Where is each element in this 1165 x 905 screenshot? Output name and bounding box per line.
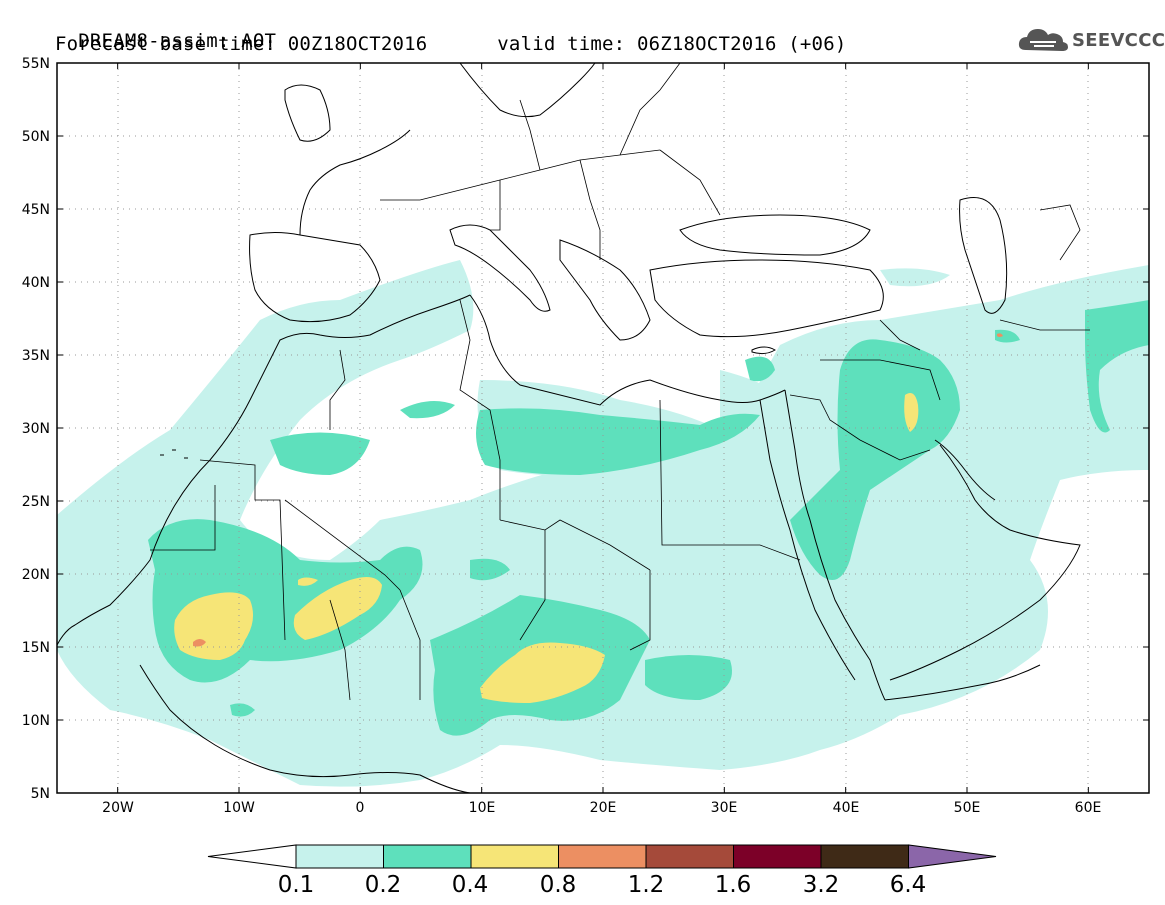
lon-tick-label: 10W xyxy=(223,800,255,816)
lon-tick-label: 20E xyxy=(590,800,617,816)
seevccc-logo: SEEVCCC xyxy=(1016,20,1165,60)
valid-time-value: 06Z18OCT2016 (+06) xyxy=(636,33,847,55)
lat-tick-label: 10N xyxy=(22,713,50,729)
colorbar-label: 1.6 xyxy=(714,872,752,898)
cloud-icon xyxy=(1018,29,1068,51)
colorbar-label: 0.2 xyxy=(364,872,402,898)
lat-tick-label: 55N xyxy=(22,56,50,72)
lat-tick-label: 50N xyxy=(22,129,50,145)
base-time-label: Forecast base time: xyxy=(55,33,277,55)
lat-tick-label: 35N xyxy=(22,348,50,364)
lon-tick-label: 50E xyxy=(954,800,981,816)
tick-marks xyxy=(57,62,1149,794)
lat-tick-label: 30N xyxy=(22,421,50,437)
lat-tick-label: 40N xyxy=(22,275,50,291)
country-borders xyxy=(150,63,1090,701)
valid-time-label: valid time: xyxy=(497,33,626,55)
longitude-labels: 20W 10W 0 10E 20E 30E 40E 50E 60E xyxy=(102,800,1101,816)
colorbar-swatch xyxy=(470,844,559,869)
lon-tick-label: 40E xyxy=(833,800,860,816)
latitude-labels: 55N 50N 45N 40N 35N 30N 25N 20N 15N 10N … xyxy=(22,56,50,802)
coastlines xyxy=(57,63,1081,793)
time-line: Forecast base time: 00Z18OCT2016 valid t… xyxy=(55,34,846,54)
aot-field xyxy=(57,260,1149,787)
lon-tick-label: 0 xyxy=(356,800,365,816)
colorbar-arrow-high xyxy=(908,844,997,869)
map-title: DREAM8-assim: AOT xyxy=(55,11,276,51)
colorbar-label: 0.1 xyxy=(277,872,315,898)
lon-tick-label: 20W xyxy=(102,800,134,816)
colorbar-label: 3.2 xyxy=(802,872,840,898)
lon-tick-label: 30E xyxy=(711,800,738,816)
colorbar-swatch xyxy=(645,844,734,869)
lat-tick-label: 25N xyxy=(22,494,50,510)
colorbar-label: 1.2 xyxy=(627,872,665,898)
colorbar-label: 0.4 xyxy=(451,872,489,898)
colorbar-swatch xyxy=(383,844,472,869)
colorbar-swatch xyxy=(558,844,647,869)
lon-tick-label: 10E xyxy=(469,800,496,816)
lat-tick-label: 5N xyxy=(31,786,50,802)
colorbar-swatch xyxy=(820,844,909,869)
colorbar-arrow-low xyxy=(207,844,297,869)
lat-tick-label: 20N xyxy=(22,567,50,583)
colorbar-label: 6.4 xyxy=(889,872,927,898)
colorbar-swatch xyxy=(733,844,822,869)
graticule xyxy=(57,63,1149,793)
aot-level-0.8 xyxy=(193,333,1003,647)
base-time-value: 00Z18OCT2016 xyxy=(287,33,428,55)
colorbar-swatch xyxy=(295,844,384,869)
lon-tick-label: 60E xyxy=(1075,800,1102,816)
title-text: DREAM8-assim: AOT xyxy=(78,30,277,52)
logo-text: SEEVCCC xyxy=(1072,30,1165,51)
lat-tick-label: 45N xyxy=(22,202,50,218)
lat-tick-label: 15N xyxy=(22,640,50,656)
colorbar-label: 0.8 xyxy=(539,872,577,898)
colorbar xyxy=(207,844,997,869)
